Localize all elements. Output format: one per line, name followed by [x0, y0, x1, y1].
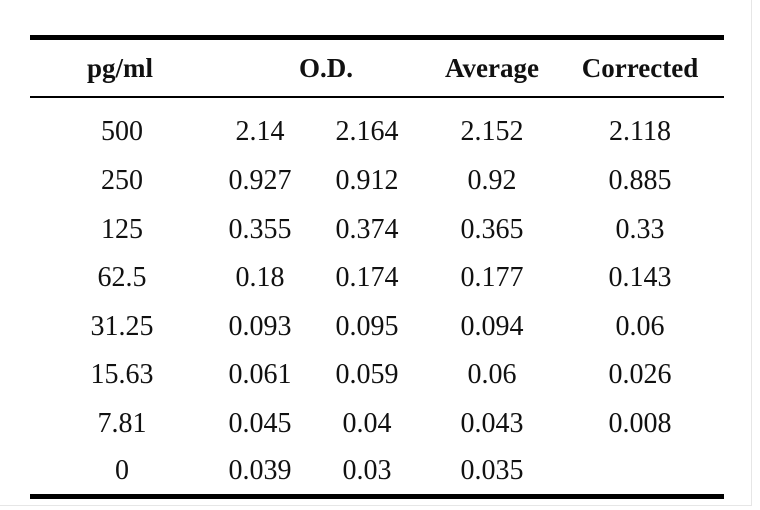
cell-corrected: 0.143 — [608, 262, 672, 294]
table-row: 7.81 0.045 0.04 0.043 0.008 — [30, 400, 724, 449]
od-data-table: pg/ml O.D. Average Corrected 500 2.14 2.16… — [30, 35, 724, 499]
cell-concentration: 250 — [101, 165, 143, 197]
table-row: 500 2.14 2.164 2.152 2.118 — [30, 97, 724, 157]
cell-concentration: 500 — [101, 115, 143, 147]
header-row: pg/ml O.D. Average Corrected — [30, 37, 724, 97]
cell-concentration: 62.5 — [97, 262, 147, 294]
cell-average: 0.094 — [460, 310, 524, 342]
cell-od-2: 0.095 — [335, 310, 399, 342]
table-row: 250 0.927 0.912 0.92 0.885 — [30, 157, 724, 206]
cell-concentration: 15.63 — [90, 359, 154, 391]
cell-corrected — [556, 448, 724, 497]
header-concentration: pg/ml — [86, 52, 153, 83]
cell-concentration: 125 — [101, 213, 143, 245]
cell-corrected: 2.118 — [609, 115, 671, 147]
cell-od-1: 0.061 — [228, 359, 292, 391]
table-row: 62.5 0.18 0.174 0.177 0.143 — [30, 254, 724, 303]
cell-od-1: 0.045 — [228, 407, 292, 439]
header-corrected: Corrected — [581, 52, 699, 83]
cell-concentration: 0 — [115, 455, 129, 486]
header-od: O.D. — [299, 52, 353, 83]
cell-concentration: 31.25 — [90, 310, 154, 342]
table-row: 15.63 0.061 0.059 0.06 0.026 — [30, 351, 724, 400]
cell-average: 0.043 — [460, 407, 524, 439]
cell-corrected: 0.33 — [615, 213, 665, 245]
cell-average: 0.06 — [467, 359, 517, 391]
cell-od-2: 0.04 — [342, 407, 392, 439]
cell-od-2: 0.174 — [335, 262, 399, 294]
cell-average: 0.365 — [460, 213, 524, 245]
cell-od-1: 0.039 — [228, 455, 292, 486]
cell-corrected: 0.026 — [608, 359, 672, 391]
cell-od-1: 0.093 — [228, 310, 292, 342]
cell-od-1: 0.927 — [228, 165, 292, 197]
cell-od-2: 2.164 — [335, 115, 399, 147]
cell-od-2: 0.059 — [335, 359, 399, 391]
cell-od-2: 0.374 — [335, 213, 399, 245]
cell-od-2: 0.03 — [342, 455, 392, 486]
table-row: 125 0.355 0.374 0.365 0.33 — [30, 206, 724, 255]
cell-concentration: 7.81 — [97, 407, 147, 439]
table-body: 500 2.14 2.164 2.152 2.118 250 0.927 0.912 0.92 0… — [30, 97, 724, 497]
cell-average: 2.152 — [460, 115, 524, 147]
table-row: 0 0.039 0.03 0.035 — [30, 448, 724, 497]
table-header: pg/ml O.D. Average Corrected — [30, 37, 724, 97]
cell-od-2: 0.912 — [335, 165, 399, 197]
cell-corrected: 0.06 — [615, 310, 665, 342]
cell-average: 0.92 — [467, 165, 517, 197]
cell-corrected: 0.008 — [608, 407, 672, 439]
cell-od-1: 0.355 — [228, 213, 292, 245]
cell-od-1: 0.18 — [235, 262, 285, 294]
cell-average: 0.177 — [460, 262, 524, 294]
header-average: Average — [445, 52, 539, 83]
cell-average: 0.035 — [460, 455, 524, 486]
cell-od-1: 2.14 — [235, 115, 285, 147]
table-row: 31.25 0.093 0.095 0.094 0.06 — [30, 303, 724, 352]
cell-corrected: 0.885 — [608, 165, 672, 197]
